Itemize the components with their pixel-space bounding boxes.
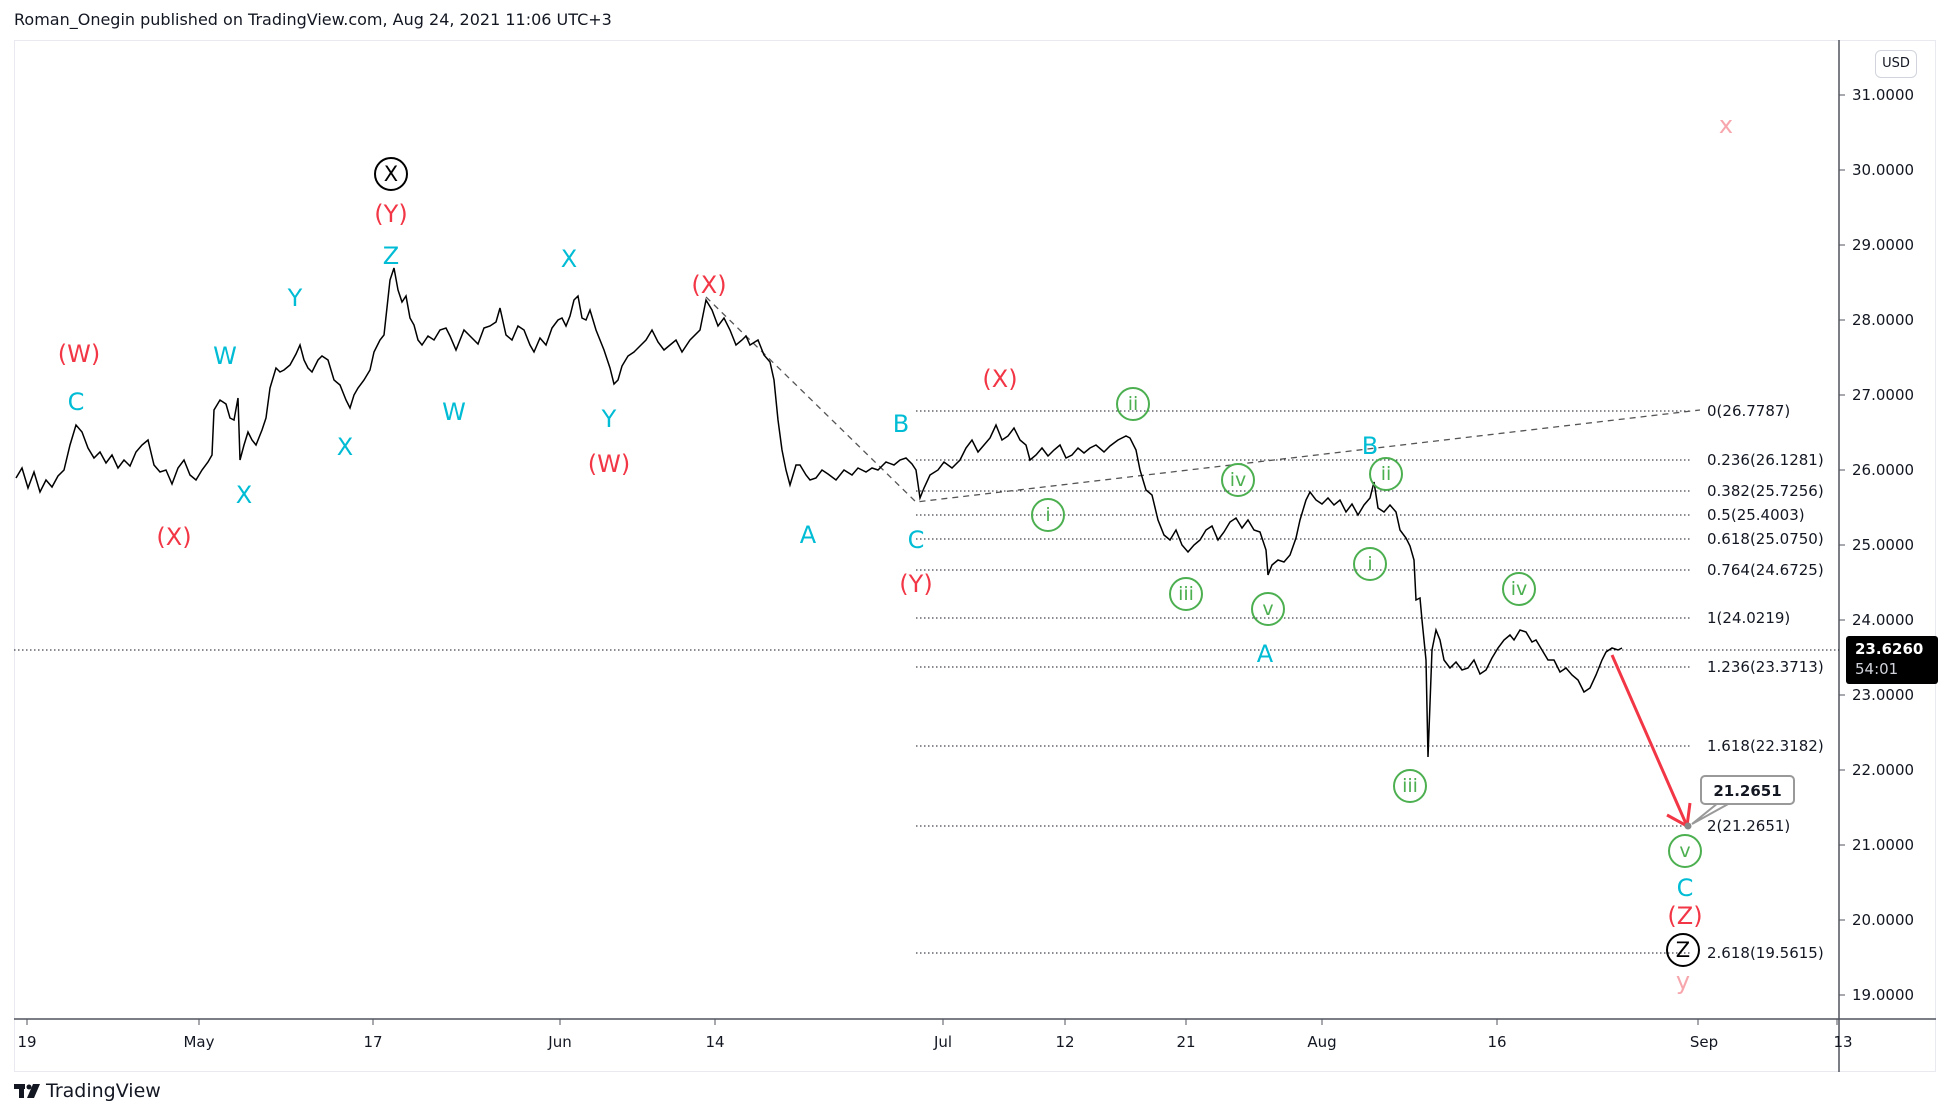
wave-label[interactable]: (X) bbox=[156, 523, 192, 551]
target-price-callout[interactable]: 21.2651 bbox=[1700, 775, 1795, 805]
time-tick: 21 bbox=[1176, 1033, 1196, 1051]
wave-label[interactable]: Z bbox=[382, 242, 400, 270]
wave-label-circled[interactable]: iv bbox=[1221, 463, 1255, 497]
wave-label[interactable]: (W) bbox=[57, 340, 101, 368]
time-tick: 17 bbox=[363, 1033, 383, 1051]
tradingview-logo-icon bbox=[14, 1084, 40, 1098]
wave-label[interactable]: (Y) bbox=[899, 570, 933, 598]
wave-label[interactable]: C bbox=[1676, 874, 1694, 902]
wave-label[interactable]: X bbox=[560, 245, 578, 273]
price-tick: 22.0000 bbox=[1852, 761, 1915, 779]
price-tick: 19.0000 bbox=[1852, 986, 1915, 1004]
fib-label: 0.618(25.0750) bbox=[1707, 530, 1824, 548]
publish-header: Roman_Onegin published on TradingView.co… bbox=[14, 10, 612, 29]
footer-brand[interactable]: TradingView bbox=[14, 1080, 161, 1102]
wave-label-circled[interactable]: v bbox=[1668, 834, 1702, 868]
wave-label[interactable]: A bbox=[799, 521, 817, 549]
price-tick: 30.0000 bbox=[1852, 161, 1915, 179]
wave-label[interactable]: Y bbox=[601, 405, 617, 433]
fib-label: 1.618(22.3182) bbox=[1707, 737, 1824, 755]
fib-extension-lines[interactable] bbox=[916, 410, 1690, 954]
wave-label-circled[interactable]: i bbox=[1353, 547, 1387, 581]
price-tick: 25.0000 bbox=[1852, 536, 1915, 554]
fib-label: 0.764(24.6725) bbox=[1707, 561, 1824, 579]
time-tick: Aug bbox=[1307, 1033, 1337, 1051]
price-tick: 24.0000 bbox=[1852, 611, 1915, 629]
wave-label[interactable]: (Y) bbox=[374, 200, 408, 228]
wave-label-circled[interactable]: i bbox=[1031, 498, 1065, 532]
wave-label[interactable]: y bbox=[1675, 967, 1691, 995]
wave-label[interactable]: X bbox=[235, 481, 253, 509]
fib-label: 0.382(25.7256) bbox=[1707, 482, 1824, 500]
fib-label: 2.618(19.5615) bbox=[1707, 944, 1824, 962]
current-price-label: 23.6260 54:01 bbox=[1846, 636, 1938, 684]
wave-label[interactable]: A bbox=[1256, 640, 1274, 668]
time-tick: 14 bbox=[705, 1033, 725, 1051]
current-price-value: 23.6260 bbox=[1855, 640, 1924, 658]
wave-label-circled[interactable]: iii bbox=[1393, 769, 1427, 803]
price-tick: 21.0000 bbox=[1852, 836, 1915, 854]
currency-button[interactable]: USD bbox=[1875, 50, 1917, 78]
price-line bbox=[15, 267, 1623, 758]
price-tick: 27.0000 bbox=[1852, 386, 1915, 404]
fib-label: 0.5(25.4003) bbox=[1707, 506, 1805, 524]
target-point bbox=[1684, 822, 1692, 830]
wave-label[interactable]: (Z) bbox=[1667, 902, 1703, 930]
wave-label[interactable]: Y bbox=[287, 284, 303, 312]
wave-label-circled[interactable]: ii bbox=[1116, 387, 1150, 421]
time-tick: 16 bbox=[1487, 1033, 1507, 1051]
fib-label: 2(21.2651) bbox=[1707, 817, 1791, 835]
wave-label-circled[interactable]: ii bbox=[1369, 457, 1403, 491]
fib-label: 0(26.7787) bbox=[1707, 402, 1791, 420]
wave-label[interactable]: X bbox=[336, 433, 354, 461]
bar-countdown: 54:01 bbox=[1855, 660, 1899, 678]
wave-label[interactable]: W bbox=[442, 398, 466, 426]
wave-label-circled[interactable]: iii bbox=[1169, 577, 1203, 611]
time-tick: Jun bbox=[548, 1033, 572, 1051]
price-tick: 23.0000 bbox=[1852, 686, 1915, 704]
wave-label[interactable]: B bbox=[1361, 432, 1379, 460]
wave-label[interactable]: C bbox=[907, 526, 925, 554]
price-tick: 31.0000 bbox=[1852, 86, 1915, 104]
chart-frame bbox=[14, 40, 1936, 1072]
fib-anchor-trendline[interactable] bbox=[705, 296, 1701, 503]
time-tick: Sep bbox=[1689, 1033, 1719, 1051]
price-axis-ticks bbox=[1839, 94, 1845, 996]
wave-label[interactable]: (X) bbox=[691, 271, 727, 299]
fib-label: 1(24.0219) bbox=[1707, 609, 1791, 627]
fib-label: 0.236(26.1281) bbox=[1707, 451, 1824, 469]
wave-label[interactable]: (W) bbox=[587, 450, 631, 478]
footer-brand-text: TradingView bbox=[46, 1080, 161, 1102]
price-tick: 29.0000 bbox=[1852, 236, 1915, 254]
time-tick: 13 bbox=[1833, 1033, 1853, 1051]
wave-label-circled[interactable]: Z bbox=[1666, 933, 1700, 967]
fib-label: 1.236(23.3713) bbox=[1707, 658, 1824, 676]
wave-label[interactable]: W bbox=[213, 342, 237, 370]
time-tick: May bbox=[183, 1033, 215, 1051]
wave-label[interactable]: x bbox=[1718, 111, 1734, 139]
wave-label-circled[interactable]: X bbox=[374, 157, 408, 191]
price-tick: 20.0000 bbox=[1852, 911, 1915, 929]
time-tick: 19 bbox=[17, 1033, 37, 1051]
wave-label[interactable]: (X) bbox=[982, 365, 1018, 393]
wave-label-circled[interactable]: iv bbox=[1502, 572, 1536, 606]
time-tick: 12 bbox=[1055, 1033, 1075, 1051]
time-axis-ticks bbox=[26, 1019, 1838, 1025]
price-tick: 28.0000 bbox=[1852, 311, 1915, 329]
time-tick: Jul bbox=[933, 1033, 953, 1051]
price-tick: 26.0000 bbox=[1852, 461, 1915, 479]
wave-label[interactable]: C bbox=[67, 388, 85, 416]
wave-label[interactable]: B bbox=[892, 410, 910, 438]
wave-label-circled[interactable]: v bbox=[1251, 592, 1285, 626]
projection-arrow[interactable] bbox=[1610, 654, 1689, 827]
